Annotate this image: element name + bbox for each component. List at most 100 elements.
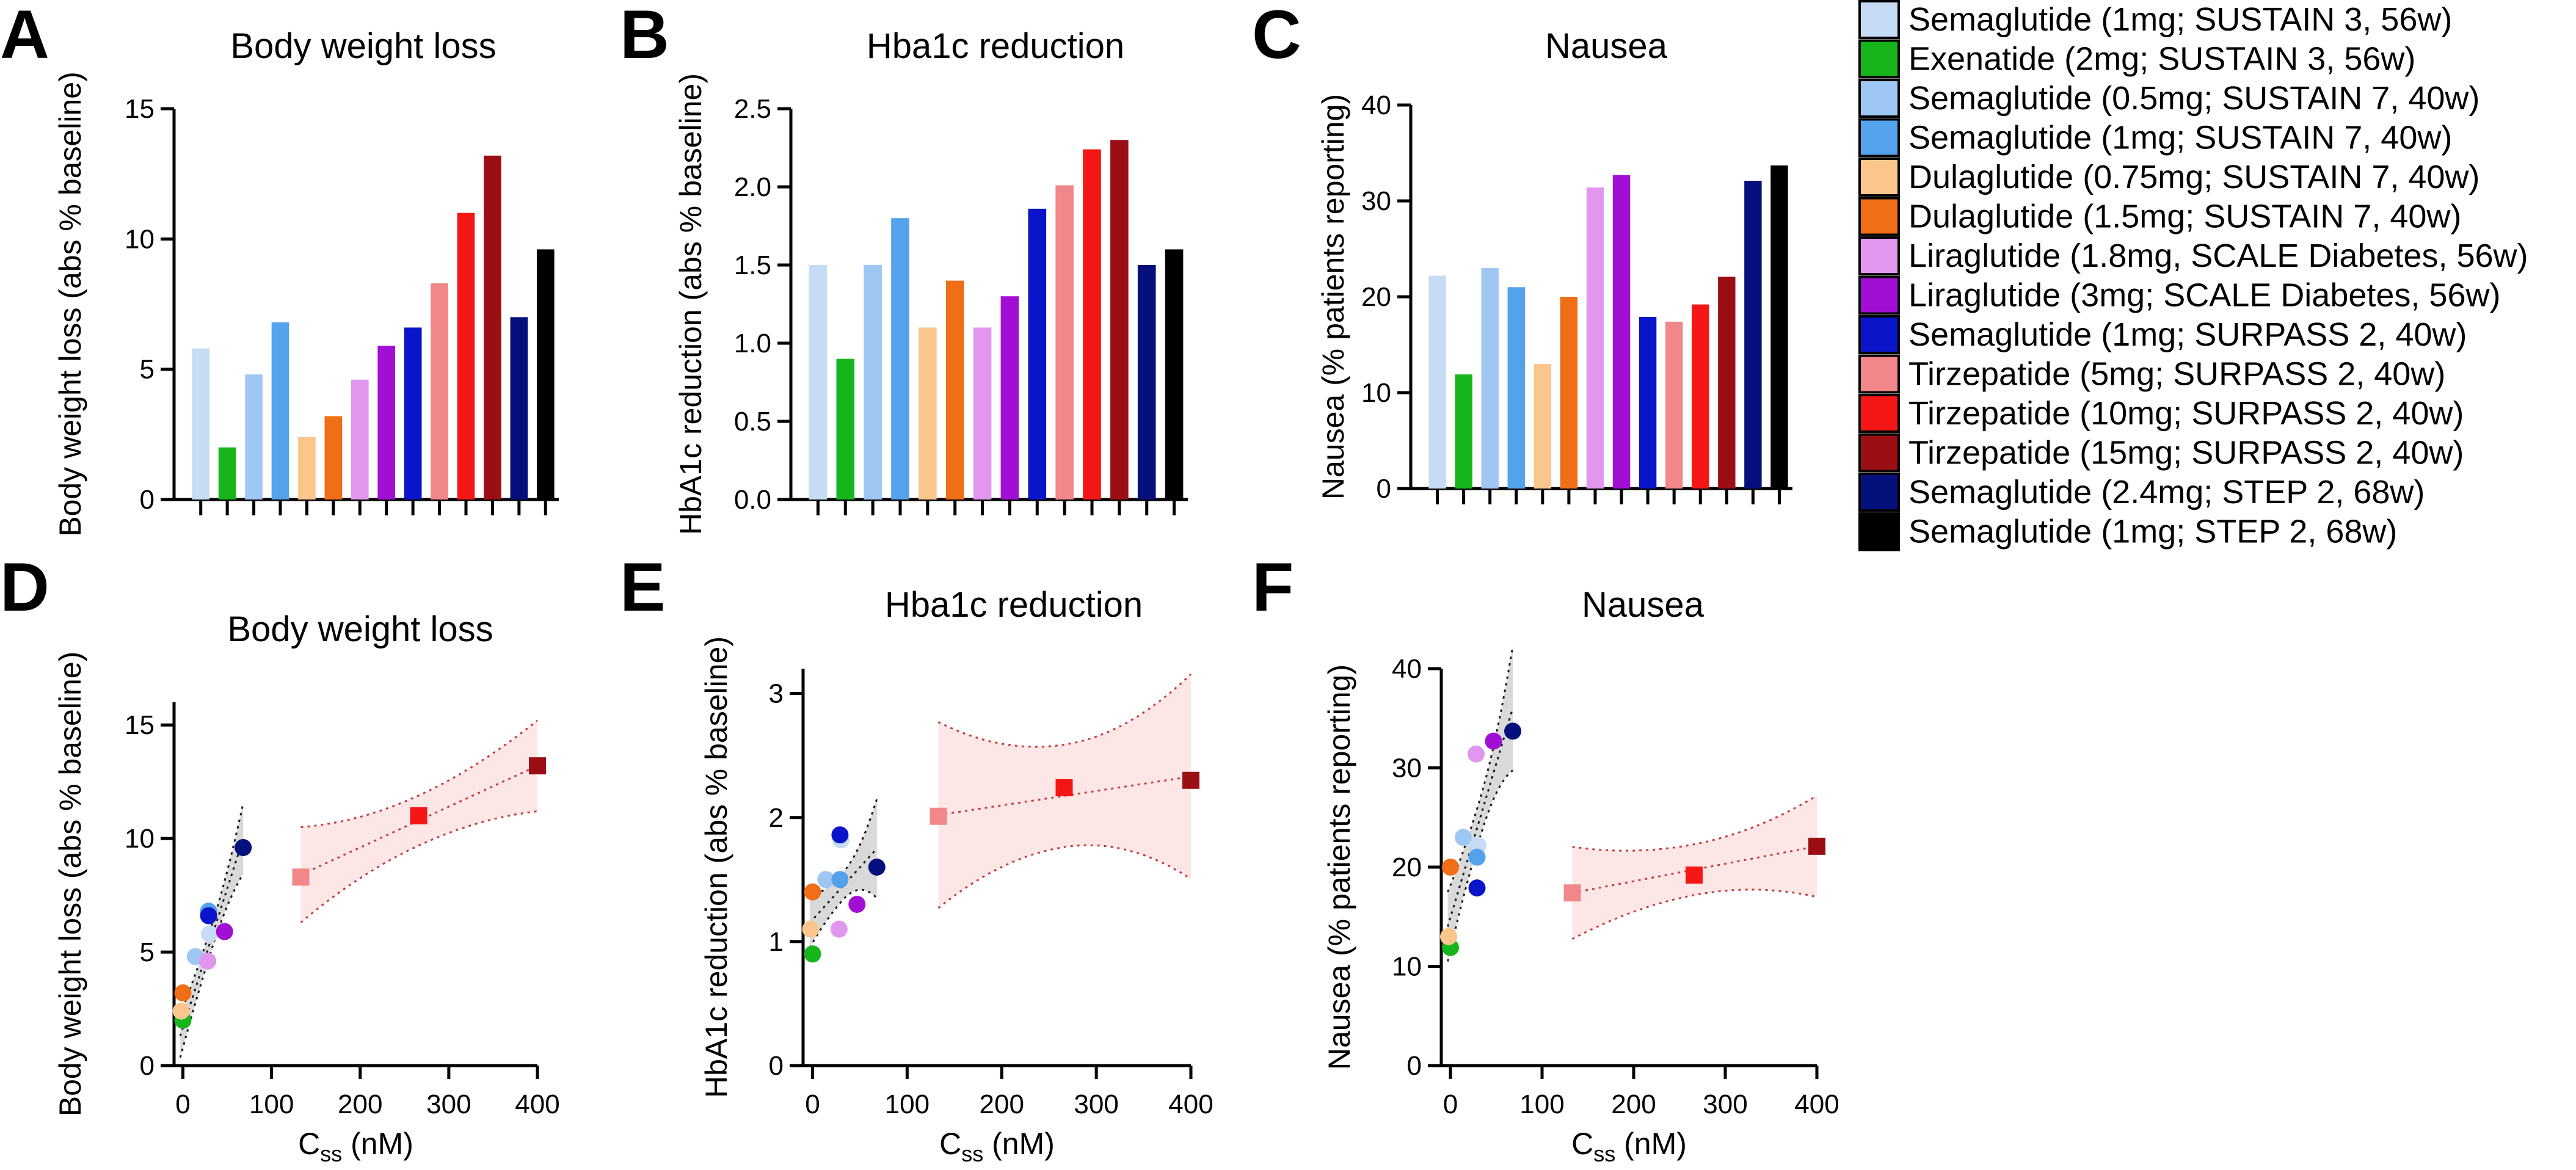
bar <box>809 265 828 500</box>
bar <box>1560 297 1578 489</box>
bar <box>1000 296 1019 500</box>
bar <box>891 218 909 500</box>
legend-item: Exenatide (2mg; SUSTAIN 3, 56w) <box>1858 39 2415 79</box>
bar <box>192 348 210 500</box>
scatter-point-circle <box>868 859 886 876</box>
bar <box>324 416 343 500</box>
y-axis-label: HbA1c reduction (abs % baseline) <box>674 73 708 535</box>
legend-swatch <box>1858 0 1900 39</box>
y-tick-label: 3 <box>769 679 784 709</box>
x-tick-label: 200 <box>980 1089 1024 1119</box>
panel-title: Body weight loss <box>227 609 493 649</box>
x-tick-label: 100 <box>885 1089 930 1119</box>
scatter-point-circle <box>830 920 848 938</box>
legend-item: Dulaglutide (1.5mg; SUSTAIN 7, 40w) <box>1858 197 2461 236</box>
legend-item: Semaglutide (2.4mg; STEP 2, 68w) <box>1858 473 2425 512</box>
scatter-point-circle <box>1442 859 1459 876</box>
scatter-point-square <box>1182 771 1199 789</box>
legend-label: Semaglutide (1mg; SUSTAIN 7, 40w) <box>1908 120 2452 156</box>
legend-swatch <box>1858 79 1900 118</box>
panel-title: Body weight loss <box>230 26 496 66</box>
y-tick-label: 10 <box>1392 952 1422 982</box>
legend-swatch <box>1858 118 1900 158</box>
panel-e: E Hba1c reduction HbA1c reduction (abs % b… <box>620 549 1213 1166</box>
bar <box>919 327 937 500</box>
ci-upper-line <box>809 798 878 899</box>
x-tick-label: 400 <box>515 1089 559 1119</box>
scatter-point-circle <box>848 895 866 913</box>
legend-label: Semaglutide (2.4mg; STEP 2, 68w) <box>1908 474 2425 511</box>
x-tick-label: 300 <box>426 1089 471 1119</box>
scatter-point-circle <box>831 826 849 844</box>
x-tick-label: 400 <box>1794 1089 1839 1119</box>
bar <box>1612 175 1631 489</box>
scatter-point-circle <box>199 952 217 970</box>
bar <box>298 437 316 500</box>
legend-swatch <box>1858 39 1900 79</box>
scatter-point-circle <box>172 1002 190 1020</box>
y-tick-label: 0 <box>1377 474 1391 504</box>
legend: Semaglutide (1mg; SUSTAIN 3, 56w)Exenati… <box>1858 0 2528 551</box>
bar <box>1639 316 1657 489</box>
scatter-point-circle <box>235 839 252 856</box>
scatter-point-circle <box>1485 732 1502 750</box>
scatter-point-circle <box>200 907 217 925</box>
y-axis-label: HbA1c reduction (abs % baseline) <box>699 636 733 1098</box>
scatter-point-square <box>1808 837 1825 855</box>
x-tick-label: 100 <box>249 1089 294 1119</box>
y-tick-label: 1.0 <box>734 329 771 358</box>
bar <box>510 317 528 500</box>
bar <box>1028 208 1047 500</box>
y-tick-label: 15 <box>125 710 155 740</box>
bar <box>1137 265 1156 500</box>
scatter-point-circle <box>1468 848 1486 866</box>
scatter-point-circle <box>174 984 192 1001</box>
legend-swatch <box>1858 236 1900 275</box>
scatter-point-square <box>410 807 428 824</box>
scatter-point-square <box>292 868 310 886</box>
bar <box>1692 304 1709 489</box>
panel-letter: C <box>1252 0 1301 73</box>
scatter-point-square <box>1563 884 1581 902</box>
x-tick-label: 300 <box>1074 1089 1118 1119</box>
scatter-point-square <box>1055 779 1073 796</box>
y-tick-label: 0.0 <box>734 485 771 515</box>
y-axis-label: Nausea (% patients reporting) <box>1316 94 1350 500</box>
bar <box>351 379 369 500</box>
y-tick-label: 2.0 <box>734 172 771 202</box>
ci-upper-line <box>300 719 538 829</box>
y-axis-label: Nausea (% patients reporting) <box>1322 664 1356 1070</box>
x-tick-label: 400 <box>1168 1089 1213 1119</box>
scatter-point-circle <box>1455 829 1472 846</box>
y-tick-label: 30 <box>1392 754 1422 783</box>
legend-item: Liraglutide (3mg; SCALE Diabetes, 56w) <box>1858 275 2500 315</box>
ci-lower-line <box>809 888 878 948</box>
legend-item: Tirzepatide (10mg; SURPASS 2, 40w) <box>1858 394 2464 433</box>
bar <box>484 155 501 500</box>
bar <box>1455 374 1472 489</box>
bar <box>864 265 882 500</box>
bar <box>1534 363 1552 489</box>
bar <box>271 322 289 500</box>
bar <box>431 283 448 500</box>
y-tick-label: 15 <box>125 94 155 124</box>
bar <box>1665 321 1683 489</box>
scatter-point-circle <box>831 871 849 888</box>
bar <box>1744 181 1762 489</box>
y-tick-label: 40 <box>1392 654 1422 684</box>
scatter-point-circle <box>201 925 219 943</box>
legend-label: Tirzepatide (5mg; SURPASS 2, 40w) <box>1908 356 2445 393</box>
y-tick-label: 20 <box>1361 282 1391 312</box>
x-axis-label: Css (nM) <box>1571 1127 1687 1166</box>
x-tick-label: 200 <box>338 1089 382 1119</box>
bar <box>245 374 263 500</box>
legend-item: Semaglutide (0.5mg; SUSTAIN 7, 40w) <box>1858 79 2480 118</box>
x-axis-label: Css (nM) <box>939 1127 1055 1166</box>
bar <box>1586 187 1604 489</box>
y-tick-label: 1 <box>769 927 784 957</box>
x-tick-label: 0 <box>1443 1089 1458 1119</box>
fit-line <box>1447 708 1514 927</box>
bar <box>377 346 396 500</box>
x-tick-label: 300 <box>1703 1089 1747 1119</box>
